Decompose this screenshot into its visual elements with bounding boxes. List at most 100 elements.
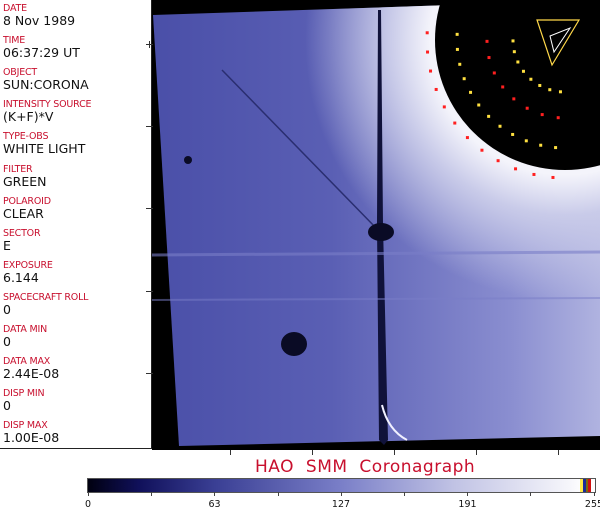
tick bbox=[146, 373, 153, 374]
marker-dot bbox=[532, 172, 536, 176]
marker-dot bbox=[492, 71, 496, 75]
field-value: CLEAR bbox=[3, 205, 44, 221]
marker-dot bbox=[487, 56, 491, 60]
colorbar-tick bbox=[467, 492, 469, 496]
colorbar-tick-label: 127 bbox=[331, 499, 351, 510]
marker-dot bbox=[469, 90, 473, 94]
field-label: EXPOSURE bbox=[3, 259, 53, 271]
marker-dot bbox=[512, 97, 516, 101]
marker-dot bbox=[529, 77, 533, 81]
field-value: 6.144 bbox=[3, 269, 39, 285]
marker-dot bbox=[485, 39, 489, 43]
marker-dot bbox=[496, 159, 500, 163]
tick bbox=[312, 450, 313, 455]
marker-dot bbox=[426, 50, 430, 54]
field-label: SECTOR bbox=[3, 227, 41, 239]
field-value: 06:37:29 UT bbox=[3, 45, 80, 61]
field-value: GREEN bbox=[3, 173, 47, 189]
field-value: 2.44E-08 bbox=[3, 366, 60, 382]
tick bbox=[230, 450, 231, 455]
marker-dot bbox=[487, 114, 491, 118]
colorbar-tick bbox=[214, 492, 216, 496]
field-label: DATA MAX bbox=[3, 356, 51, 368]
field-value: E bbox=[3, 237, 11, 253]
marker-dot bbox=[540, 113, 544, 117]
colorbar-tick-label: 0 bbox=[84, 499, 92, 510]
marker-dot bbox=[548, 88, 552, 92]
diagonal-streak bbox=[221, 69, 379, 231]
marker-dot bbox=[458, 62, 462, 66]
tick bbox=[146, 291, 153, 292]
marker-dot bbox=[524, 139, 528, 143]
marker-dot bbox=[455, 32, 459, 36]
marker-dot bbox=[477, 103, 481, 107]
marker-dot bbox=[442, 105, 446, 109]
instrument-title: HAO SMM Coronagraph bbox=[255, 457, 476, 477]
field-label: POLAROID bbox=[3, 195, 51, 207]
marker-dot bbox=[521, 69, 525, 73]
image-features bbox=[152, 10, 600, 445]
field-label: DATE bbox=[3, 3, 27, 14]
tick bbox=[146, 208, 153, 209]
field-value: 1.00E-08 bbox=[3, 430, 60, 446]
marker-dot bbox=[429, 69, 433, 73]
field-label: INTENSITY SOURCE bbox=[3, 99, 92, 111]
marker-dot bbox=[525, 106, 529, 110]
colorbar-tick bbox=[277, 492, 279, 496]
colorbar-tick bbox=[151, 492, 153, 496]
field-value: 8 Nov 1989 bbox=[3, 13, 76, 28]
field-value: (K+F)*V bbox=[3, 109, 54, 125]
marker-dot bbox=[512, 50, 516, 54]
field-value: WHITE LIGHT bbox=[3, 141, 86, 157]
tick bbox=[146, 126, 153, 127]
occulter-markers bbox=[425, 19, 581, 179]
marker-dot bbox=[425, 31, 429, 35]
field-label: FILTER bbox=[3, 163, 33, 175]
dark-spot bbox=[281, 332, 307, 356]
marker-dot bbox=[453, 121, 457, 125]
tick bbox=[394, 450, 395, 455]
field-label: OBJECT bbox=[3, 67, 38, 79]
marker-dot bbox=[480, 148, 484, 152]
tick bbox=[149, 41, 150, 48]
marker-dot bbox=[514, 167, 518, 171]
field-label: TIME bbox=[3, 35, 26, 47]
colorbar-tick bbox=[530, 492, 532, 496]
colorbar-tick-label: 255 bbox=[584, 499, 600, 510]
marker-dot bbox=[554, 146, 558, 150]
colorbar bbox=[87, 478, 596, 493]
field-value: SUN:CORONA bbox=[3, 77, 89, 93]
marker-dot bbox=[498, 124, 502, 128]
header-info-panel: DATE 8 Nov 1989 TIME 06:37:29 UT OBJECT SUN:C… bbox=[0, 0, 152, 449]
marker-dot bbox=[516, 60, 520, 64]
marker-dot bbox=[511, 39, 515, 43]
marker-dot bbox=[462, 77, 466, 81]
pylon-mount bbox=[368, 223, 394, 241]
colorbar-tick-label: 191 bbox=[458, 499, 477, 510]
colorbar-tick bbox=[593, 492, 595, 496]
marker-dot bbox=[465, 136, 469, 140]
coronagraph-image bbox=[152, 0, 600, 450]
field-value: 0 bbox=[3, 334, 11, 349]
field-value: 0 bbox=[3, 398, 11, 414]
field-value: 0 bbox=[3, 301, 11, 317]
field-label: TYPE-OBS bbox=[3, 131, 49, 143]
marker-dot bbox=[558, 90, 562, 94]
colorbar-tick bbox=[340, 492, 342, 496]
marker-dot bbox=[556, 116, 560, 120]
marker-dot bbox=[434, 87, 438, 91]
field-label: DISP MIN bbox=[3, 388, 45, 400]
marker-dot bbox=[455, 47, 459, 51]
field-label: SPACECRAFT ROLL bbox=[3, 291, 89, 303]
marker-dot bbox=[511, 132, 515, 136]
colorbar-tick-label: 63 bbox=[208, 499, 221, 510]
marker-dot bbox=[501, 85, 505, 89]
marker-dot bbox=[539, 143, 543, 147]
marker-dot bbox=[551, 175, 555, 179]
small-spot bbox=[184, 156, 192, 164]
marker-dot bbox=[538, 83, 542, 87]
colorbar-tick bbox=[88, 492, 89, 496]
tick bbox=[558, 450, 559, 455]
tick bbox=[476, 450, 477, 455]
field-label: DATA MIN bbox=[3, 324, 47, 335]
